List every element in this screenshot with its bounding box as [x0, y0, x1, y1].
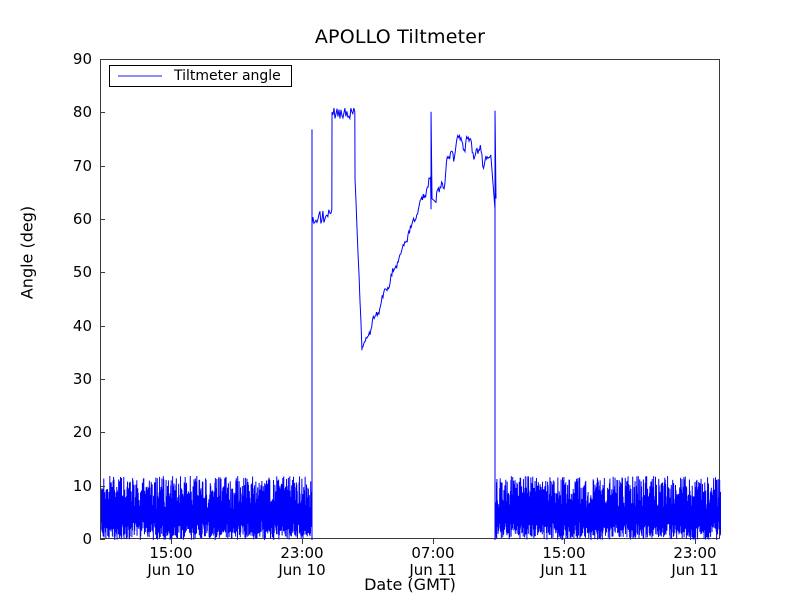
x-tick-time-1: 23:00 [280, 544, 324, 562]
y-tick-mark-20 [100, 432, 105, 434]
x-tick-label-0: 15:00 Jun 10 [111, 545, 231, 579]
x-tick-time-3: 15:00 [542, 544, 586, 562]
data-plot-svg [101, 107, 721, 540]
x-tick-label-4: 23:00 Jun 11 [635, 545, 755, 579]
x-tick-date-0: Jun 10 [147, 561, 195, 579]
y-tick-mark-60 [100, 219, 105, 220]
y-tick-mark-90 [100, 59, 105, 60]
y-tick-label-70: 70 [72, 156, 92, 175]
x-tick-date-2: Jun 11 [409, 561, 457, 579]
y-tick-label-30: 30 [72, 370, 92, 388]
y-tick-label-80: 80 [72, 103, 92, 122]
legend-line-sample [118, 75, 162, 77]
x-tick-time-0: 15:00 [149, 544, 193, 562]
x-tick-mark-0 [170, 539, 172, 544]
y-tick-mark-30 [100, 379, 105, 380]
x-tick-time-2: 07:00 [411, 544, 455, 562]
x-tick-mark-2 [433, 539, 434, 544]
y-tick-label-50: 50 [72, 263, 92, 282]
x-tick-date-1: Jun 10 [278, 561, 326, 579]
y-tick-mark-70 [100, 165, 105, 167]
series-tiltmeter-angle [101, 107, 721, 540]
plot-area: Tiltmeter angle [100, 59, 721, 540]
x-tick-mark-3 [564, 539, 565, 544]
series-line-tiltmeter-angle [101, 107, 721, 540]
x-tick-label-2: 07:00 Jun 11 [373, 545, 493, 579]
legend-box[interactable]: Tiltmeter angle [109, 65, 292, 87]
y-tick-label-60: 60 [72, 210, 92, 228]
y-tick-label-20: 20 [72, 423, 92, 442]
x-tick-time-4: 23:00 [673, 544, 717, 562]
x-axis-label: Date (GMT) [364, 575, 456, 594]
x-tick-mark-4 [695, 539, 696, 544]
x-tick-date-3: Jun 11 [540, 561, 588, 579]
y-tick-mark-10 [100, 485, 105, 487]
y-tick-label-10: 10 [72, 476, 92, 495]
x-tick-date-4: Jun 11 [671, 561, 719, 579]
x-tick-label-3: 15:00 Jun 11 [504, 545, 624, 579]
y-tick-mark-40 [100, 325, 105, 327]
x-tick-label-1: 23:00 Jun 10 [242, 545, 362, 579]
y-tick-mark-0 [100, 539, 105, 540]
legend-label-tiltmeter-angle: Tiltmeter angle [174, 68, 281, 84]
y-tick-label-90: 90 [72, 50, 92, 68]
y-tick-mark-50 [100, 272, 105, 274]
x-axis-tick-labels: 15:00 Jun 10 23:00 Jun 10 07:00 Jun 11 15:00 Ju… [100, 539, 720, 599]
x-tick-mark-1 [301, 539, 303, 544]
y-axis-tick-labels: 0 10 20 30 40 50 60 70 80 90 [28, 50, 92, 548]
chart-title: APOLLO Tiltmeter [314, 26, 486, 48]
y-tick-mark-80 [100, 112, 105, 114]
y-tick-label-40: 40 [72, 316, 92, 335]
y-tick-label-0: 0 [82, 530, 92, 548]
